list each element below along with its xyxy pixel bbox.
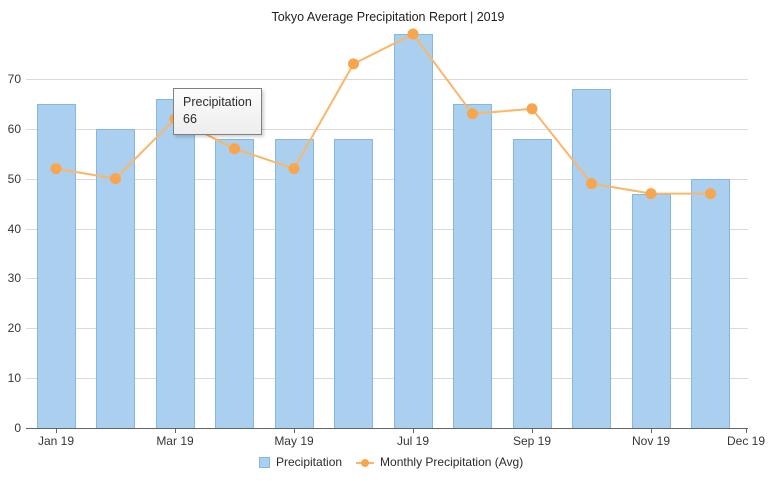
bar-jul-19[interactable] xyxy=(393,33,433,428)
chart-title: Tokyo Average Precipitation Report | 201… xyxy=(271,10,505,24)
line-series-marker-icon xyxy=(356,457,375,468)
bar-aug-19[interactable] xyxy=(453,103,492,428)
y-axis-label: 20 xyxy=(7,321,21,336)
bar-dec-19[interactable] xyxy=(691,178,730,428)
bar-jan-19[interactable] xyxy=(36,103,76,428)
x-axis-tick xyxy=(175,429,176,433)
x-axis-tick xyxy=(294,429,295,433)
x-axis-tick xyxy=(413,429,414,433)
legend-item-monthly-avg[interactable]: Monthly Precipitation (Avg) xyxy=(356,455,523,469)
x-axis-line xyxy=(26,428,748,429)
x-axis-label: Sep 19 xyxy=(512,434,552,448)
legend-label: Monthly Precipitation (Avg) xyxy=(380,455,524,469)
y-axis-label: 70 xyxy=(7,71,21,86)
x-axis-label: Dec 19 xyxy=(726,434,766,448)
bar-mar-19[interactable] xyxy=(155,98,195,428)
bar-may-19[interactable] xyxy=(274,138,314,428)
avg-line-path xyxy=(55,32,711,195)
x-axis-label: May 19 xyxy=(274,434,314,448)
y-axis-label: 0 xyxy=(14,421,21,435)
x-axis-label: Jul 19 xyxy=(396,434,430,448)
bar-apr-19[interactable] xyxy=(215,138,254,428)
avg-marker-sep-19[interactable] xyxy=(526,103,538,115)
bar-series-swatch-icon xyxy=(259,456,270,468)
y-axis-label: 10 xyxy=(7,371,21,386)
x-axis-tick xyxy=(532,429,533,433)
y-axis-label: 30 xyxy=(7,271,21,286)
x-axis-label: Jan 19 xyxy=(37,434,75,448)
legend: Precipitation Monthly Precipitation (Avg… xyxy=(259,455,537,469)
bar-sep-19[interactable] xyxy=(512,138,552,428)
avg-marker-jun-19[interactable] xyxy=(348,58,359,70)
x-axis-label: Mar 19 xyxy=(156,434,194,448)
x-axis-label: Nov 19 xyxy=(631,434,671,448)
legend-item-precipitation[interactable]: Precipitation xyxy=(259,455,342,469)
bar-jun-19[interactable] xyxy=(334,138,373,428)
x-axis-tick xyxy=(651,429,652,433)
legend-label: Precipitation xyxy=(276,455,343,469)
bar-oct-19[interactable] xyxy=(572,88,611,428)
gridline-70 xyxy=(26,78,748,80)
bar-nov-19[interactable] xyxy=(631,193,671,428)
y-axis-label: 60 xyxy=(7,121,21,136)
y-axis-label: 40 xyxy=(7,221,21,236)
x-axis-tick xyxy=(56,429,57,433)
x-axis-tick xyxy=(746,429,747,433)
y-axis-label: 50 xyxy=(7,171,21,186)
bar-feb-19[interactable] xyxy=(96,128,135,428)
